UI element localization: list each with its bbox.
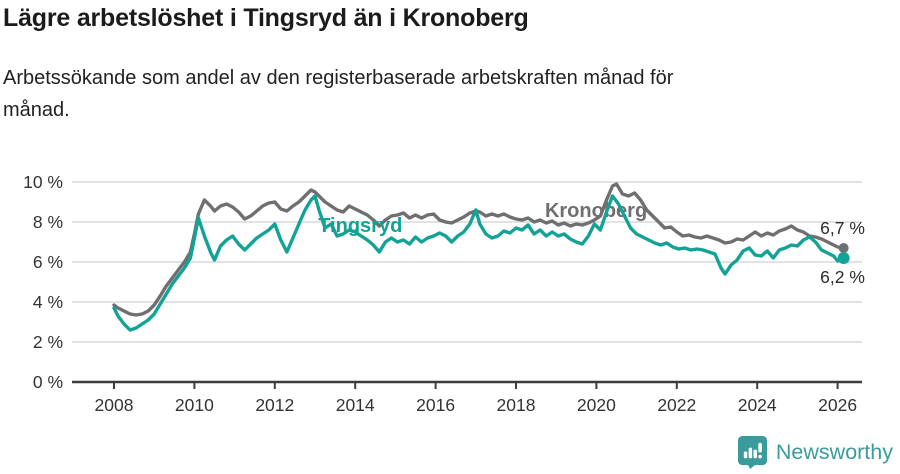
series-name-label-kronoberg: Kronoberg xyxy=(545,200,647,222)
gridlines xyxy=(72,181,862,343)
x-tick-label: 2020 xyxy=(577,395,616,415)
page-title: Lägre arbetslöshet i Tingsryd än i Krono… xyxy=(3,4,529,32)
x-axis xyxy=(72,380,862,389)
x-tick-label: 2014 xyxy=(336,395,375,415)
y-tick-label: 0 % xyxy=(33,372,63,392)
x-tick-label: 2012 xyxy=(255,395,294,415)
x-axis-labels: 2008 2010 2012 2014 2016 2018 2020 2022 2024 2026 xyxy=(95,395,858,415)
y-tick-label: 4 % xyxy=(33,292,63,312)
end-value-label-kronoberg: 6,7 % xyxy=(820,218,865,238)
series-line-tingsryd xyxy=(112,194,846,332)
y-axis-labels: 0 % 2 % 4 % 6 % 8 % 10 % xyxy=(23,172,63,392)
end-dot-kronoberg xyxy=(838,243,849,253)
end-dot-tingsryd xyxy=(837,252,850,264)
end-value-label-tingsryd: 6,2 % xyxy=(820,267,865,287)
x-tick-label: 2010 xyxy=(175,395,214,415)
x-tick-label: 2026 xyxy=(818,395,857,415)
y-tick-label: 6 % xyxy=(33,252,63,272)
y-tick-label: 8 % xyxy=(33,212,63,232)
series-name-label-tingsryd: Tingsryd xyxy=(318,215,402,237)
y-tick-label: 2 % xyxy=(33,332,63,352)
x-tick-label: 2018 xyxy=(497,395,536,415)
x-tick-label: 2024 xyxy=(738,395,777,415)
y-tick-label: 10 % xyxy=(23,172,63,192)
chart-subtitle-line1: Arbetssökande som andel av den registerb… xyxy=(3,67,674,89)
x-tick-label: 2022 xyxy=(657,395,696,415)
x-tick-label: 2008 xyxy=(95,395,134,415)
brand-name: Newsworthy xyxy=(775,439,893,464)
chart-subtitle: Arbetssökande som andel av den registerb… xyxy=(3,62,673,126)
newsworthy-logo: Newsworthy xyxy=(737,435,893,469)
series-tingsryd: 6,2 % Tingsryd xyxy=(112,194,865,332)
x-tick-label: 2016 xyxy=(416,395,455,415)
newsworthy-logo-icon xyxy=(737,436,767,469)
chart-subtitle-line2: månad. xyxy=(3,99,70,121)
series-line-kronoberg xyxy=(112,182,846,317)
